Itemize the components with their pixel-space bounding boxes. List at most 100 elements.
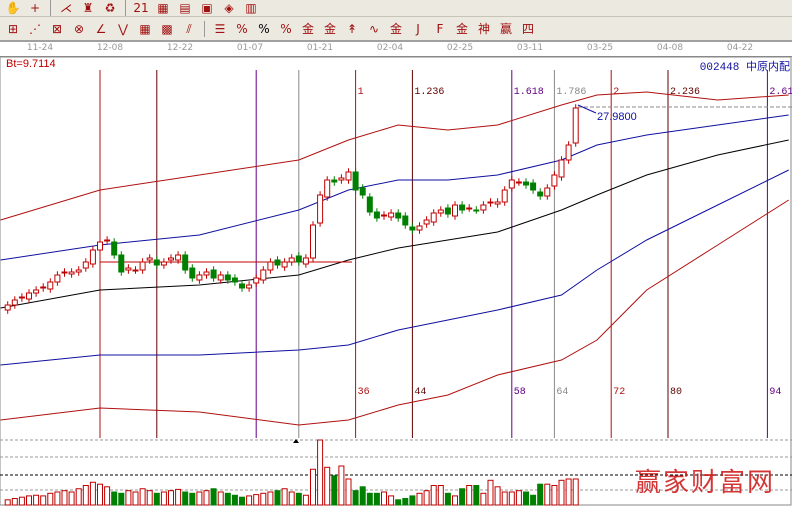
si-fan-icon[interactable]: 四: [521, 21, 534, 36]
shirt-icon[interactable]: ♜: [82, 1, 94, 15]
volume-bar: [196, 491, 203, 506]
j-fan-icon[interactable]: J: [416, 21, 420, 36]
grid-icon[interactable]: ▦: [139, 21, 151, 36]
candle: [139, 261, 146, 271]
candle: [324, 179, 331, 198]
price-chart[interactable]: 1 36 1.236 44 1.618 58 1.786 64 2 72 2.236 80 2.618 9…: [0, 57, 792, 506]
candle: [203, 271, 210, 276]
candle: [168, 257, 174, 261]
fan-lines-icon[interactable]: ⋰: [29, 21, 41, 36]
parallel-icon[interactable]: ⫽: [186, 21, 192, 36]
volume-bar: [82, 485, 89, 506]
calendar-icon[interactable]: 21: [133, 1, 149, 15]
fib-bar-label: 80: [670, 387, 682, 398]
candle: [253, 277, 260, 284]
fib-ratio-label: 1: [358, 87, 364, 98]
calculator-icon[interactable]: ▦: [157, 1, 169, 15]
candle: [118, 254, 125, 273]
save-icon[interactable]: ▣: [201, 1, 213, 15]
candle: [373, 211, 380, 219]
rocket-icon[interactable]: ↟: [346, 21, 358, 36]
fib-ratio-label: 2.236: [670, 87, 700, 98]
volume-bar: [331, 475, 338, 506]
candle: [430, 212, 437, 223]
frame-icon[interactable]: ⊞: [7, 21, 19, 36]
gold-fan-icon[interactable]: 金: [455, 21, 468, 36]
volume-bar: [409, 495, 416, 506]
candle: [175, 254, 182, 261]
band-upper-inner: [0, 114, 789, 261]
volume-bar: [530, 494, 537, 506]
band-lower-outer: [0, 199, 789, 426]
fib-bar-label: 58: [514, 387, 526, 398]
bars-icon[interactable]: ☰: [214, 21, 226, 36]
volume-bar: [75, 488, 82, 506]
candle: [267, 261, 274, 271]
volume-bar: [444, 492, 451, 506]
volume-bar: [111, 491, 118, 506]
gann-fan-icon[interactable]: ⊗: [73, 21, 85, 36]
volume-bar: [359, 486, 366, 506]
candle: [260, 269, 267, 281]
print-icon[interactable]: ▥: [245, 1, 257, 15]
candle: [459, 204, 466, 211]
percent-icon[interactable]: %: [258, 21, 270, 36]
candle: [61, 271, 68, 274]
date-label: 02-04: [376, 43, 404, 53]
wave-icon[interactable]: ∿: [368, 21, 380, 36]
candle: [473, 209, 480, 212]
volume-bar: [537, 483, 544, 506]
band-middle: [0, 139, 789, 309]
percent-levels-icon[interactable]: %: [280, 21, 292, 36]
date-label: 01-21: [306, 43, 334, 53]
volume-bar: [26, 495, 32, 506]
f-fan-icon[interactable]: F: [436, 21, 444, 36]
volume-bar: [203, 490, 210, 506]
volume-bar: [437, 485, 444, 506]
candle: [317, 194, 324, 224]
percent-line-icon[interactable]: %: [236, 21, 248, 36]
date-label: 04-08: [656, 43, 684, 53]
shen-fan-icon[interactable]: 神: [477, 21, 490, 36]
toolbar-drawing: ⊞ ⋰ ⊠ ⊗ ∠ ⋁ ▦ ▩ ⫽ ☰%%% 金金 ↟ ∿ 金 J F 金神赢四: [0, 17, 792, 42]
candle: [239, 283, 245, 289]
gold-icon[interactable]: 金: [389, 21, 402, 36]
candle: [515, 181, 522, 184]
candle: [11, 299, 18, 306]
date-label: 01-07: [236, 43, 264, 53]
hand-icon[interactable]: ✋: [5, 1, 21, 15]
price-pointer: [577, 104, 597, 114]
watermark: 赢家财富网: [635, 468, 776, 498]
angle-icon[interactable]: ∠: [95, 21, 107, 36]
volume-bar: [572, 478, 579, 506]
network-icon[interactable]: ◈: [224, 1, 234, 15]
gold-levels-icon[interactable]: 金: [323, 21, 336, 36]
volume-bar: [97, 483, 103, 506]
volume-bar: [302, 494, 309, 506]
volume-bar: [267, 491, 274, 506]
zigzag-icon[interactable]: ⋁: [118, 21, 128, 36]
volume-bar: [388, 495, 395, 506]
notepad-icon[interactable]: ▤: [179, 1, 191, 15]
candle: [530, 182, 537, 191]
candle: [381, 214, 387, 217]
volume-bar: [366, 492, 373, 506]
volume-bar: [217, 491, 224, 506]
gold-circle-icon[interactable]: 金: [301, 21, 314, 36]
volume-bar: [210, 488, 217, 506]
volume-bar: [501, 491, 508, 506]
line-tool-icon[interactable]: ⋌: [60, 1, 72, 15]
ying-fan-icon[interactable]: 赢: [499, 21, 512, 36]
candle: [97, 241, 103, 251]
volume-bar: [288, 491, 295, 506]
gann-box-icon[interactable]: ⊠: [51, 21, 63, 36]
candle: [281, 261, 288, 268]
stock-title: 002448 中原内配: [699, 62, 790, 74]
grid2-icon[interactable]: ▩: [161, 21, 173, 36]
volume-bar: [310, 468, 316, 506]
volume-bar: [551, 485, 558, 506]
candle: [33, 289, 40, 294]
recycle-icon[interactable]: ♻: [104, 1, 116, 15]
crosshair-icon[interactable]: +: [29, 1, 41, 15]
toolbar-separator: [204, 20, 205, 37]
